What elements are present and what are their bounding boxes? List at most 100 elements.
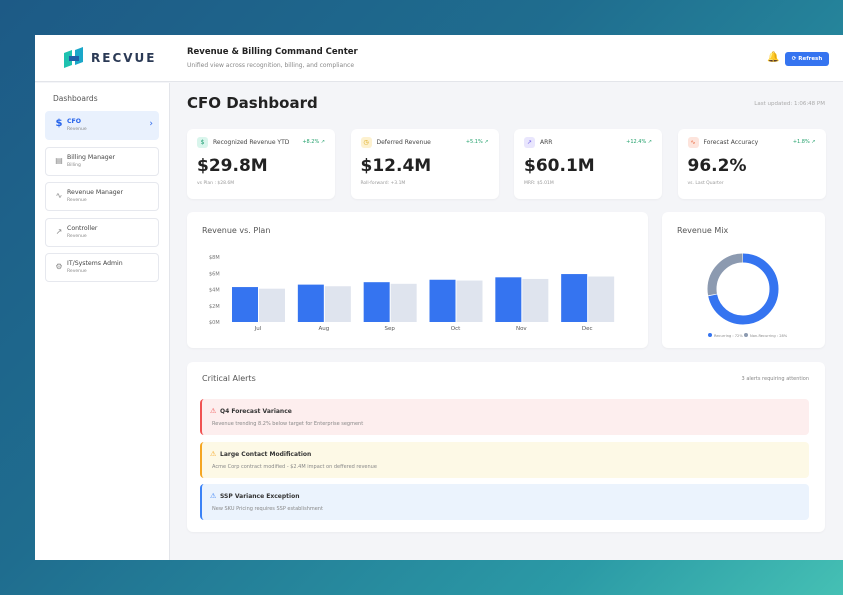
alert-item[interactable]: ⚠ SSP Variance Exception New SKU Pricing r… xyxy=(200,484,809,520)
y-tick-label: $0M xyxy=(209,320,220,326)
last-updated: Last updated: 1:06:48 PM xyxy=(754,101,825,107)
kpi-value: $29.8M xyxy=(197,156,268,176)
x-tick-label: Dec xyxy=(582,326,593,332)
header-subtitle: Unified view across recognition, billing… xyxy=(187,62,355,69)
bar-plan[interactable] xyxy=(456,280,483,322)
sidebar-item-controller[interactable]: ↗ Controller Revenue xyxy=(45,217,159,247)
nav-sublabel: Revenue xyxy=(67,269,87,274)
kpi-icon: ∿ xyxy=(687,137,699,148)
kpi-change: +1.8% ↗ xyxy=(792,139,816,145)
kpi-note: vs. Last Quarter xyxy=(687,181,724,186)
critical-alerts-card: Critical Alerts 3 alerts requiring atten… xyxy=(187,362,825,532)
kpi-icon: ↗ xyxy=(524,137,535,148)
kpi-value: $12.4M xyxy=(360,156,432,176)
alert-item[interactable]: ⚠ Large Contact Modification Acme Corp con… xyxy=(200,441,809,478)
kpi-card: $ Recognized Revenue YTD +8.2% ↗ $29.8M vs P… xyxy=(187,129,335,199)
sidebar-item-cfo[interactable]: $ CFO Revenue › xyxy=(45,111,159,140)
y-tick-label: $2M xyxy=(209,304,220,310)
nav-label: Controller xyxy=(67,224,98,232)
x-tick-label: Aug xyxy=(318,326,329,332)
kpi-change: +12.4% ↗ xyxy=(626,139,652,145)
nav-sublabel: Revenue xyxy=(67,233,87,239)
alert-title: Q4 Forecast Variance xyxy=(220,408,292,415)
alerts-count: 3 alerts requiring attention xyxy=(741,376,809,382)
recvue-logo-icon xyxy=(64,47,83,68)
nav-label: CFO xyxy=(67,118,82,125)
legend-dot xyxy=(744,333,748,337)
donut-slice[interactable] xyxy=(707,253,779,325)
logo[interactable]: RECVUE xyxy=(63,47,156,69)
nav-label: Revenue Manager xyxy=(67,189,124,196)
sidebar-item-revenue-manager[interactable]: ∿ Revenue Manager Revenue xyxy=(45,182,159,211)
nav-sublabel: Revenue xyxy=(67,198,87,203)
header: RECVUE Revenue & Billing Command Center … xyxy=(35,35,843,82)
x-tick-label: Sep xyxy=(384,326,395,332)
alert-title: SSP Variance Exception xyxy=(220,493,300,500)
bar-actual[interactable] xyxy=(495,277,522,322)
sidebar: Dashboards $ CFO Revenue › ▤ Billing Manager B… xyxy=(35,83,170,560)
kpi-icon: $ xyxy=(197,137,208,148)
nav-icon: $ xyxy=(55,118,63,129)
nav-sublabel: Billing xyxy=(67,162,81,168)
sidebar-item-it-systems-admin[interactable]: ⚙ IT/Systems Admin Revenue xyxy=(45,253,159,282)
kpi-note: Roll-forward: +3.1M xyxy=(360,181,406,186)
logo-text: RECVUE xyxy=(91,51,157,65)
kpi-value: $60.1M xyxy=(524,156,595,176)
kpi-card: ↗ ARR +12.4% ↗ $60.1M MRR: $5.01M xyxy=(514,129,662,199)
app-window: RECVUE Revenue & Billing Command Center … xyxy=(35,35,843,560)
legend-dot xyxy=(708,333,712,337)
sidebar-item-billing-manager[interactable]: ▤ Billing Manager Billing xyxy=(45,146,159,176)
alert-item[interactable]: ⚠ Q4 Forecast Variance Revenue trending 8.… xyxy=(200,399,809,435)
nav-icon: ▤ xyxy=(55,155,63,165)
kpi-card: ◷ Deferred Revenue +5.1% ↗ $12.4M Roll-forwa… xyxy=(350,129,499,199)
bar-actual[interactable] xyxy=(232,287,258,322)
kpi-change: +8.2% ↗ xyxy=(302,139,325,145)
header-title: Revenue & Billing Command Center xyxy=(187,47,358,57)
sidebar-heading: Dashboards xyxy=(53,94,98,103)
revenue-mix-card: Revenue Mix Recurring : 72% Non-Recurring… xyxy=(662,212,825,348)
alert-description: Acme Corp contract modified - $2.4M impa… xyxy=(212,463,377,470)
legend-label: Non-Recurring : 28% xyxy=(750,334,788,338)
bar-actual[interactable] xyxy=(429,279,456,322)
nav-icon: ↗ xyxy=(55,226,63,236)
nav-sublabel: Revenue xyxy=(67,127,87,132)
refresh-button[interactable]: ⟳ Refresh xyxy=(785,52,829,66)
x-tick-label: Nov xyxy=(516,326,527,332)
chart-title: Revenue vs. Plan xyxy=(202,226,271,235)
warning-icon: ⚠ xyxy=(210,449,217,458)
warning-icon: ⚠ xyxy=(210,492,217,500)
legend-label: Recurring : 72% xyxy=(714,334,743,338)
nav-icon: ∿ xyxy=(55,191,63,200)
bar-chart: $0M $2M $4M $6M $8M Jul Aug Sep Oct Nov Dec xyxy=(209,255,615,332)
bar-plan[interactable] xyxy=(522,278,549,322)
kpi-icon: ◷ xyxy=(360,137,372,148)
bar-plan[interactable] xyxy=(390,283,417,322)
alerts-title: Critical Alerts xyxy=(202,374,256,383)
bar-actual[interactable] xyxy=(363,282,390,322)
alert-description: Revenue trending 8.2% below target for E… xyxy=(212,421,364,427)
kpi-card: ∿ Forecast Accuracy +1.8% ↗ 96.2% vs. Last Q… xyxy=(677,129,826,199)
kpi-value: 96.2% xyxy=(687,156,747,176)
bar-actual[interactable] xyxy=(297,284,324,322)
kpi-label: Recognized Revenue YTD xyxy=(213,139,290,146)
bar-actual[interactable] xyxy=(561,274,588,322)
bar-plan[interactable] xyxy=(324,286,351,322)
kpi-change: +5.1% ↗ xyxy=(465,139,489,145)
x-tick-label: Oct xyxy=(451,326,461,332)
donut-chart: Recurring : 72% Non-Recurring : 28% xyxy=(707,253,788,338)
bar-plan[interactable] xyxy=(588,276,615,323)
nav-icon: ⚙ xyxy=(55,262,63,271)
bar-plan[interactable] xyxy=(259,288,285,322)
kpi-label: ARR xyxy=(540,139,553,146)
notification-bell-icon[interactable]: 🔔 xyxy=(767,52,780,63)
chevron-right-icon: › xyxy=(149,119,153,129)
kpi-label: Forecast Accuracy xyxy=(703,139,759,146)
y-tick-label: $8M xyxy=(209,255,220,261)
kpi-label: Deferred Revenue xyxy=(376,139,431,146)
donut-slice[interactable] xyxy=(707,253,779,325)
kpi-note: MRR: $5.01M xyxy=(524,181,554,186)
y-tick-label: $4M xyxy=(209,288,220,294)
revenue-vs-plan-card: Revenue vs. Plan $0M $2M $4M $6M $8M Jul Aug Se… xyxy=(187,212,648,348)
x-tick-label: Jul xyxy=(254,326,262,332)
warning-icon: ⚠ xyxy=(210,407,217,415)
